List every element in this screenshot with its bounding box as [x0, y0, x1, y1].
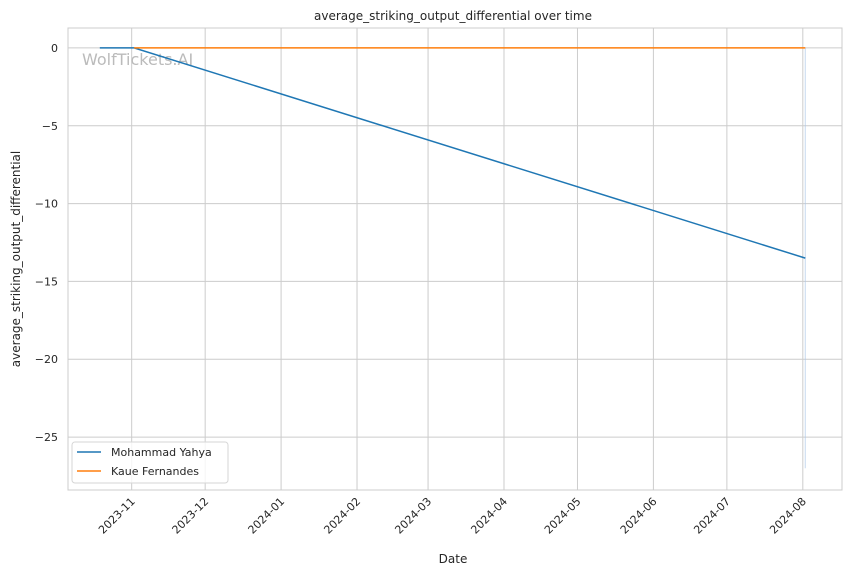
x-tick-label: 2024-08 — [767, 495, 809, 537]
x-tick-label: 2024-06 — [618, 495, 660, 537]
chart-title: average_striking_output_differential ove… — [314, 9, 592, 23]
x-tick-label: 2024-02 — [321, 495, 363, 537]
watermark: WolfTickets.AI — [82, 50, 193, 69]
y-tick-label: −20 — [35, 353, 58, 366]
legend: Mohammad Yahya Kaue Fernandes — [71, 441, 229, 484]
y-axis-label: average_striking_output_differential — [9, 151, 23, 367]
x-tick-label: 2024-03 — [392, 495, 434, 537]
x-tick-label: 2023-12 — [170, 495, 212, 537]
x-axis-label: Date — [439, 552, 468, 566]
x-tick-label: 2024-04 — [468, 495, 510, 537]
legend-label-kaue-fernandes: Kaue Fernandes — [111, 465, 199, 478]
x-tick-label: 2024-07 — [691, 495, 733, 537]
y-tick-label: 0 — [51, 42, 58, 55]
legend-label-mohammad-yahya: Mohammad Yahya — [111, 446, 212, 459]
y-tick-label: −10 — [35, 198, 58, 211]
plot-marks — [99, 47, 806, 469]
legend-box — [71, 441, 229, 484]
x-tick-label: 2024-05 — [542, 495, 584, 537]
x-tick-label: 2023-11 — [96, 495, 138, 537]
y-tick-label: −5 — [42, 120, 58, 133]
plot-frame — [67, 27, 843, 491]
grid — [68, 28, 842, 490]
y-tick-label: −25 — [35, 431, 58, 444]
y-tick-label: −15 — [35, 275, 58, 288]
x-tick-label: 2024-01 — [246, 495, 288, 537]
